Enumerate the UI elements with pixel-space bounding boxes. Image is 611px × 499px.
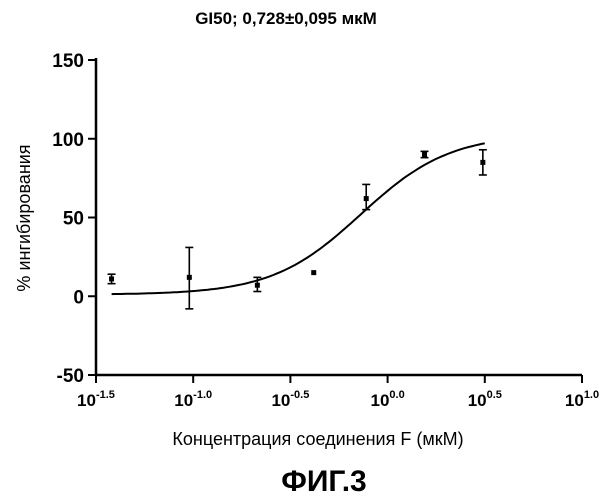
data-point-group	[478, 148, 487, 176]
data-point	[363, 196, 369, 202]
data-point-group	[311, 270, 317, 276]
x-tick-label: 100.5	[468, 389, 502, 410]
data-point-group	[185, 246, 194, 310]
x-tick-label: 101.0	[565, 389, 599, 410]
chart-title: GI50; 0,728±0,095 мкМ	[195, 9, 377, 28]
y-tick-label: 0	[73, 287, 84, 308]
data-point	[422, 152, 428, 157]
data-point	[109, 276, 115, 282]
plot-area: 150 100 50 0 -50 10-1.5 10-1.0 10-0.5 100.0 100.…	[52, 51, 599, 410]
y-axis-ticks: 150 100 50 0 -50	[52, 51, 96, 387]
y-tick-label: 100	[52, 130, 84, 151]
x-tick-label: 10-1.0	[174, 389, 212, 410]
data-point	[254, 282, 260, 288]
x-tick-label: 100.0	[370, 389, 404, 410]
data-point-group	[107, 273, 116, 285]
fit-curve	[111, 142, 485, 296]
data-point-group	[362, 183, 371, 211]
data-points	[107, 148, 487, 310]
data-point	[186, 274, 192, 280]
data-point	[311, 270, 317, 276]
y-tick-label: -50	[57, 366, 84, 387]
data-point-group	[420, 150, 429, 159]
x-axis-ticks: 10-1.5 10-1.0 10-0.5 100.0 100.5 101.0	[77, 375, 599, 410]
x-axis-label: Концентрация соединения F (мкМ)	[172, 429, 463, 449]
figure-label: ФИГ.3	[281, 465, 366, 498]
data-point-group	[253, 276, 262, 293]
x-tick-label: 10-1.5	[77, 389, 115, 410]
x-tick-label: 10-0.5	[271, 389, 309, 410]
y-tick-label: 50	[63, 209, 84, 230]
y-tick-label: 150	[52, 51, 84, 72]
y-axis-label: % ингибирования	[14, 144, 34, 291]
data-point	[480, 159, 486, 165]
